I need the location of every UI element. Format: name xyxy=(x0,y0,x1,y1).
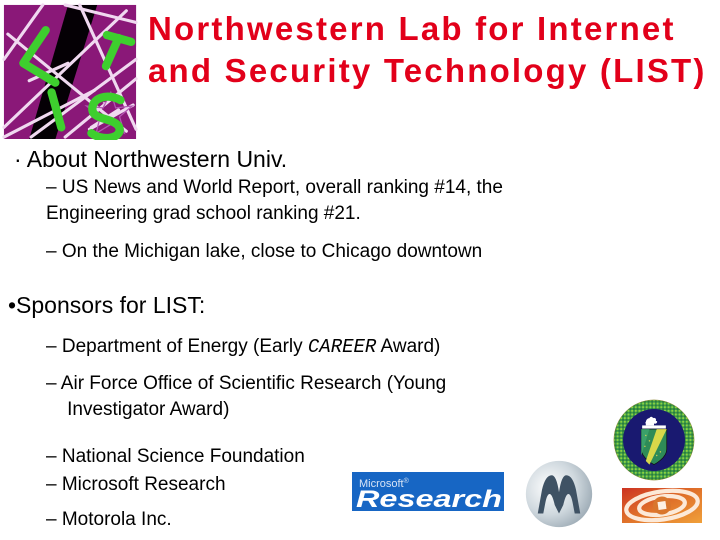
svg-text:Research: Research xyxy=(356,486,502,511)
